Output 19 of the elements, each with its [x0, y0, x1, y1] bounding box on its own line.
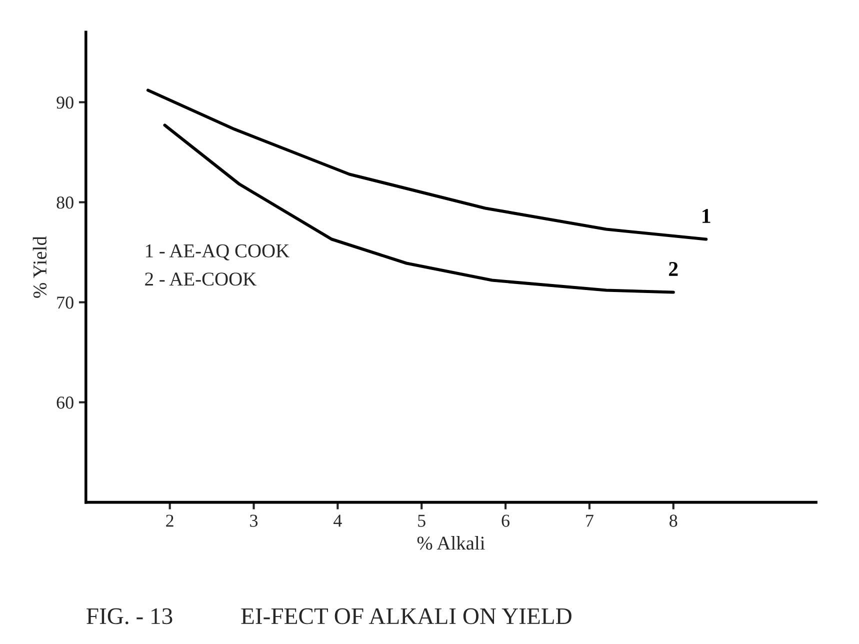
x-tick-label: 8	[670, 514, 678, 527]
text: FIG. - 13	[86, 608, 172, 624]
x-axis-title: % Alkali	[417, 536, 485, 550]
y-tick-label: 70	[57, 296, 74, 309]
x-tick-label: 7	[586, 514, 594, 527]
y-axis-title: % Yield	[32, 236, 47, 298]
x-tick-label: 5	[418, 514, 426, 527]
annotation: 1 - AE-AQ COOK	[146, 244, 290, 260]
x-tick-label: 2	[166, 514, 174, 527]
series-label: 2	[669, 262, 678, 276]
annotation: 2 - AE-COOK	[145, 272, 256, 286]
y-tick-label: 90	[56, 96, 74, 109]
x-tick-label: 6	[502, 514, 510, 527]
x-tick-label: 4	[334, 514, 342, 527]
y-tick-label: 80	[56, 196, 74, 209]
text: EI-FECT OF ALKALI ON YIELD	[241, 608, 572, 624]
y-tick-label: 60	[56, 396, 74, 409]
x-tick-label: 3	[250, 514, 258, 527]
series-label: 1	[702, 209, 710, 223]
